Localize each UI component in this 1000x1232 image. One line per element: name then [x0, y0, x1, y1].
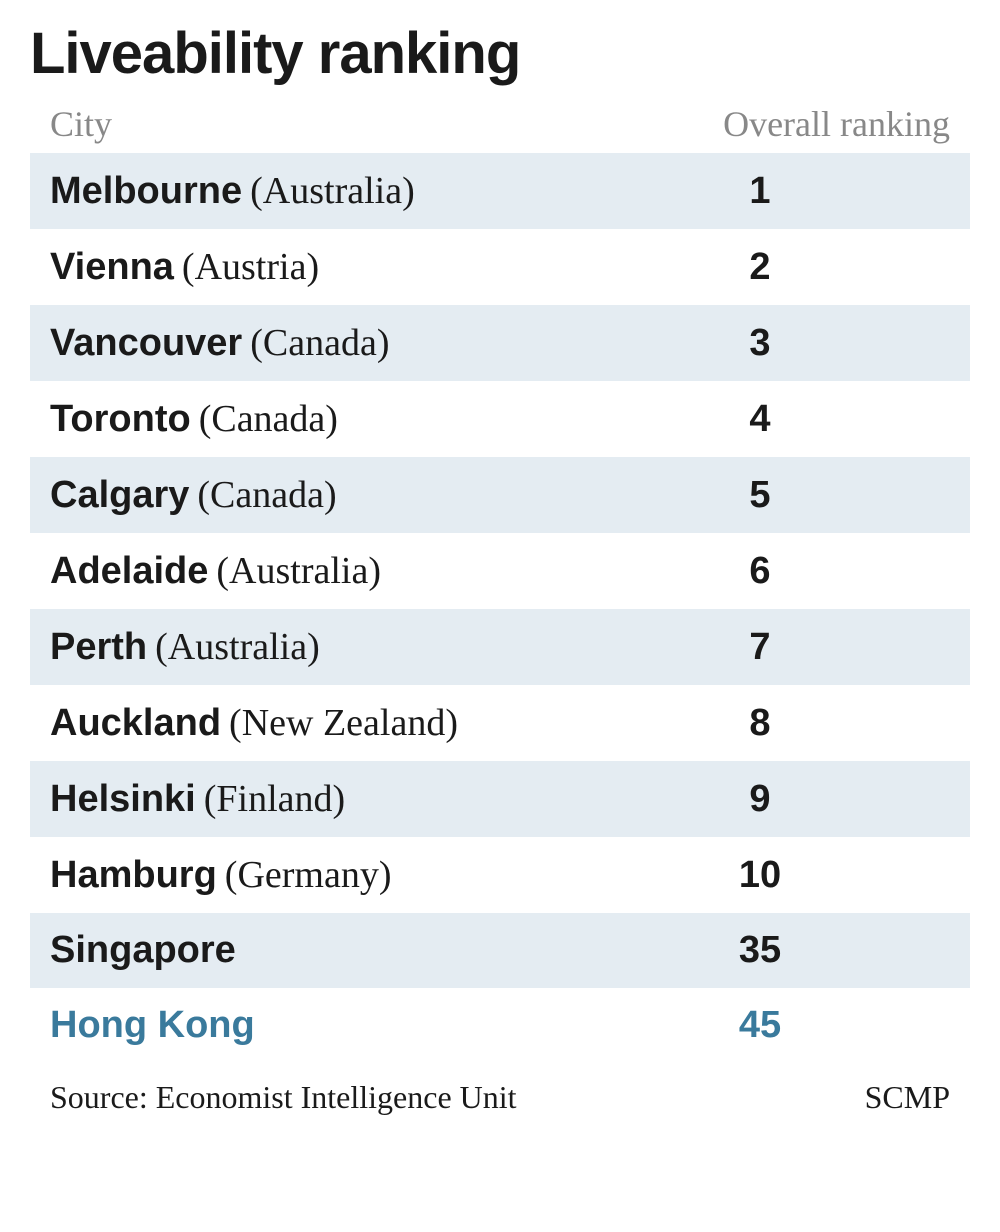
city-cell: Hong Kong	[50, 1004, 570, 1047]
country-name: (Austria)	[182, 245, 319, 289]
country-name: (Australia)	[155, 625, 320, 669]
city-cell: Calgary(Canada)	[50, 473, 570, 517]
city-cell: Auckland(New Zealand)	[50, 701, 570, 745]
city-cell: Toronto(Canada)	[50, 397, 570, 441]
table-row: Vienna(Austria)2	[30, 229, 970, 305]
city-cell: Melbourne(Australia)	[50, 169, 570, 213]
country-name: (Canada)	[197, 473, 336, 517]
table-row: Perth(Australia)7	[30, 609, 970, 685]
country-name: (Australia)	[250, 169, 415, 213]
city-name: Calgary	[50, 474, 189, 517]
table-row: Hamburg(Germany)10	[30, 837, 970, 913]
city-cell: Helsinki(Finland)	[50, 777, 570, 821]
ranking-cell: 1	[570, 170, 950, 213]
city-name: Melbourne	[50, 170, 242, 213]
city-name: Hamburg	[50, 854, 217, 897]
city-name: Helsinki	[50, 778, 196, 821]
city-name: Perth	[50, 626, 147, 669]
city-cell: Vienna(Austria)	[50, 245, 570, 289]
table-row: Toronto(Canada)4	[30, 381, 970, 457]
city-name: Singapore	[50, 929, 236, 972]
footer: Source: Economist Intelligence Unit SCMP	[30, 1063, 970, 1116]
city-cell: Adelaide(Australia)	[50, 549, 570, 593]
city-name: Vancouver	[50, 322, 242, 365]
ranking-cell: 6	[570, 550, 950, 593]
ranking-cell: 10	[570, 854, 950, 897]
table-row: Melbourne(Australia)1	[30, 153, 970, 229]
city-cell: Vancouver(Canada)	[50, 321, 570, 365]
page-title: Liveability ranking	[30, 20, 970, 87]
country-name: (Australia)	[216, 549, 381, 593]
ranking-cell: 7	[570, 626, 950, 669]
country-name: (Finland)	[204, 777, 345, 821]
city-cell: Singapore	[50, 929, 570, 972]
table-row: Calgary(Canada)5	[30, 457, 970, 533]
city-cell: Perth(Australia)	[50, 625, 570, 669]
table-body: Melbourne(Australia)1Vienna(Austria)2Van…	[30, 153, 970, 1063]
city-name: Adelaide	[50, 550, 208, 593]
column-header-city: City	[50, 103, 570, 145]
ranking-cell: 4	[570, 398, 950, 441]
table-row: Hong Kong 45	[30, 988, 970, 1063]
country-name: (New Zealand)	[229, 701, 458, 745]
table-row: Auckland(New Zealand)8	[30, 685, 970, 761]
table-row: Vancouver(Canada)3	[30, 305, 970, 381]
ranking-cell: 5	[570, 474, 950, 517]
city-cell: Hamburg(Germany)	[50, 853, 570, 897]
city-name: Hong Kong	[50, 1004, 255, 1047]
ranking-cell: 3	[570, 322, 950, 365]
ranking-cell: 45	[570, 1004, 950, 1047]
country-name: (Germany)	[225, 853, 392, 897]
ranking-cell: 35	[570, 929, 950, 972]
country-name: (Canada)	[199, 397, 338, 441]
table-row: Adelaide(Australia)6	[30, 533, 970, 609]
country-name: (Canada)	[250, 321, 389, 365]
column-header-ranking: Overall ranking	[570, 103, 950, 145]
source-text: Source: Economist Intelligence Unit	[50, 1079, 517, 1116]
table-row: Helsinki(Finland)9	[30, 761, 970, 837]
table-row: Singapore 35	[30, 913, 970, 988]
city-name: Toronto	[50, 398, 191, 441]
city-name: Vienna	[50, 246, 174, 289]
ranking-cell: 9	[570, 778, 950, 821]
credit-text: SCMP	[865, 1079, 950, 1116]
table-header: City Overall ranking	[30, 95, 970, 153]
ranking-cell: 2	[570, 246, 950, 289]
ranking-cell: 8	[570, 702, 950, 745]
city-name: Auckland	[50, 702, 221, 745]
